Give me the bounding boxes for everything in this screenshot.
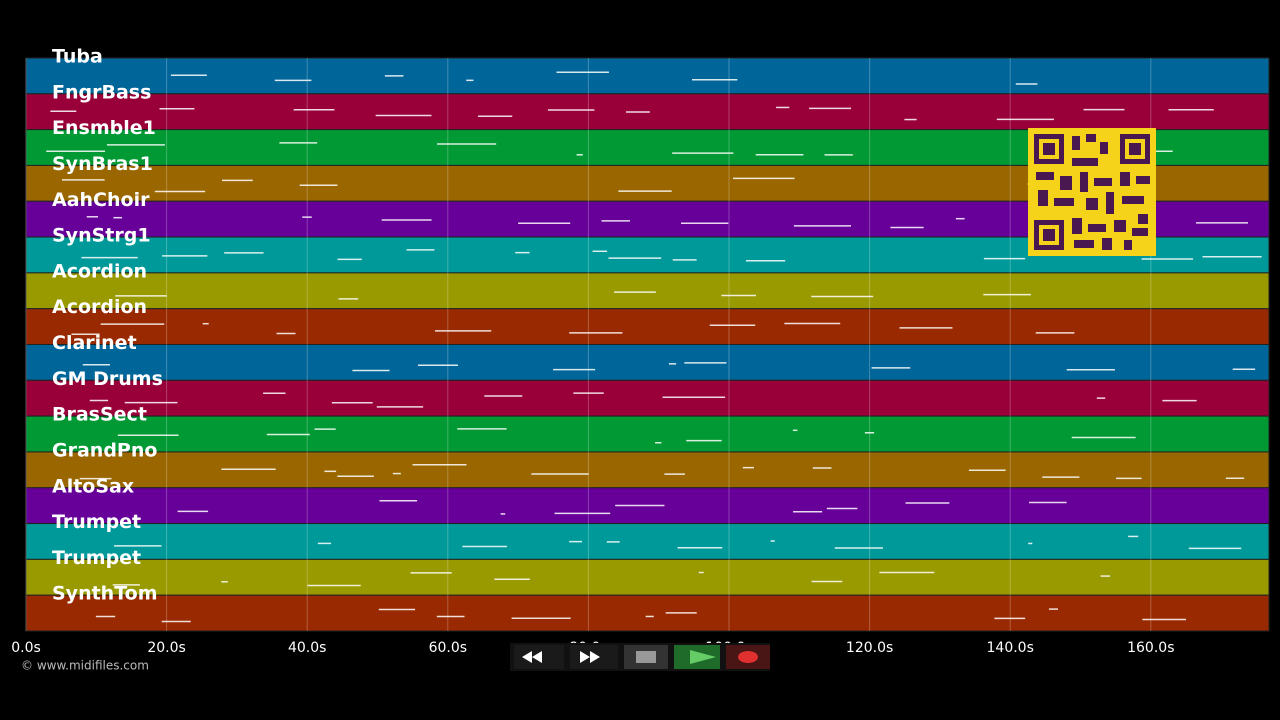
track-name: SynBras1	[52, 153, 153, 175]
time-tick-label: 120.0s	[846, 640, 893, 656]
time-tick-label: 160.0s	[1127, 640, 1174, 656]
track-row	[25, 57, 1270, 95]
track-name: AltoSax	[52, 475, 134, 497]
track-name: AahChoir	[52, 189, 150, 211]
track-name: GrandPno	[52, 439, 157, 461]
track-name: Trumpet	[52, 511, 141, 533]
time-tick-label: 0.0s	[11, 640, 41, 656]
track-name: Trumpet	[52, 547, 141, 569]
rewind-button[interactable]	[514, 645, 564, 669]
track-name: Tuba	[52, 46, 103, 68]
time-tick-label: 140.0s	[987, 640, 1034, 656]
transport-controls	[510, 643, 770, 671]
time-tick-label: 60.0s	[429, 640, 467, 656]
track-name: Clarinet	[52, 332, 137, 354]
track-row	[25, 272, 1270, 310]
track-row	[25, 379, 1270, 417]
track-row	[25, 415, 1270, 453]
time-tick-label: 20.0s	[147, 640, 185, 656]
track-name: FngrBass	[52, 81, 151, 103]
track-row	[25, 451, 1270, 489]
track-name: Acordion	[52, 296, 147, 318]
track-name: GM Drums	[52, 368, 163, 390]
stop-button[interactable]	[624, 645, 668, 669]
fast-forward-button[interactable]	[570, 645, 618, 669]
record-button[interactable]	[726, 645, 770, 669]
play-button[interactable]	[674, 645, 720, 669]
track-row	[25, 558, 1270, 596]
track-row	[25, 344, 1270, 381]
track-row	[25, 308, 1270, 345]
time-tick-label: 40.0s	[288, 640, 326, 656]
track-name: SynStrg1	[52, 225, 151, 247]
track-name: Ensmble1	[52, 117, 156, 139]
track-name: BrasSect	[52, 404, 147, 426]
track-labels: Tuba FngrBass Ensmble1 SynBras1 AahChoir SynS…	[52, 46, 163, 605]
track-name: Acordion	[52, 260, 147, 282]
copyright: © www.midifiles.com	[21, 659, 149, 673]
qr-code	[1028, 128, 1156, 256]
track-name: SynthTom	[52, 583, 158, 605]
track-row	[25, 594, 1270, 632]
track-row	[25, 523, 1270, 560]
